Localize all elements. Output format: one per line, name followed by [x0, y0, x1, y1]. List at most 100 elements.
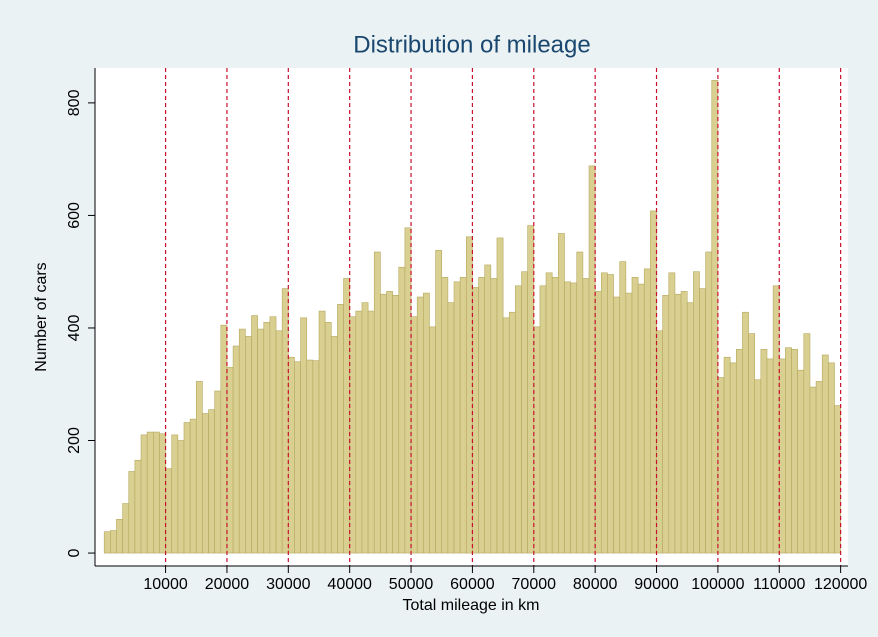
bar — [459, 277, 467, 554]
bar — [288, 356, 295, 554]
x-tick-label: 30000 — [266, 576, 311, 593]
bar — [515, 285, 522, 554]
bar — [128, 471, 136, 554]
bar — [257, 328, 265, 554]
bar — [269, 316, 277, 554]
bar — [453, 281, 461, 554]
bar — [576, 251, 584, 554]
bar — [674, 293, 682, 554]
bar — [545, 272, 553, 554]
bar — [760, 349, 768, 554]
x-tick-label: 40000 — [327, 576, 372, 593]
bar — [103, 531, 111, 554]
y-tick-label: 0 — [66, 549, 83, 558]
bar — [607, 274, 614, 554]
bar — [815, 381, 823, 554]
bar — [478, 277, 485, 554]
bar — [245, 336, 252, 554]
bar — [306, 359, 314, 554]
bar — [465, 236, 473, 554]
bar — [619, 261, 627, 554]
bar — [343, 278, 350, 554]
bar — [527, 225, 535, 554]
bar — [324, 322, 332, 554]
bar — [729, 362, 737, 554]
bar — [828, 362, 835, 554]
bar — [643, 268, 651, 554]
bar — [588, 165, 596, 554]
bar — [564, 281, 571, 554]
bar — [778, 358, 786, 554]
bar — [410, 316, 418, 554]
bar — [220, 324, 228, 554]
bar — [435, 250, 443, 554]
bar — [748, 333, 756, 554]
bar — [533, 326, 541, 554]
bar — [723, 356, 731, 554]
bar — [656, 330, 663, 554]
bar — [705, 251, 713, 554]
bar — [613, 296, 621, 554]
bar — [484, 264, 492, 554]
x-tick-label: 100000 — [691, 576, 744, 593]
x-tick-label: 50000 — [389, 576, 434, 593]
bar — [195, 381, 203, 554]
x-tick-label: 70000 — [512, 576, 557, 593]
bar — [791, 349, 798, 554]
bar — [153, 431, 160, 554]
bar — [110, 530, 117, 554]
bar — [631, 277, 639, 554]
bar — [294, 361, 301, 554]
bar — [742, 311, 749, 554]
bar — [686, 302, 694, 554]
bar — [232, 345, 240, 554]
bar — [361, 302, 369, 554]
bar — [214, 390, 222, 554]
bar — [122, 503, 130, 554]
y-tick-label: 600 — [66, 202, 83, 229]
bar — [355, 310, 363, 554]
bar — [349, 316, 357, 554]
bar — [416, 296, 424, 554]
bar — [116, 518, 123, 554]
y-tick-label: 800 — [66, 89, 83, 116]
bar — [140, 434, 148, 554]
x-tick-label: 120000 — [814, 576, 867, 593]
bar — [423, 292, 430, 554]
bar — [693, 271, 700, 554]
bar — [189, 418, 197, 554]
bar — [159, 433, 166, 554]
bar — [570, 282, 578, 554]
y-tick-label: 400 — [66, 315, 83, 342]
bar — [202, 413, 209, 554]
bar — [472, 287, 479, 554]
bar — [680, 291, 688, 554]
bar — [582, 278, 590, 554]
bar — [208, 409, 215, 554]
bar — [490, 278, 498, 554]
bar — [594, 291, 602, 554]
bar — [177, 440, 185, 554]
bar — [662, 295, 670, 554]
bar — [754, 379, 762, 554]
bar — [318, 310, 326, 554]
x-tick-label: 20000 — [205, 576, 250, 593]
bar — [300, 317, 308, 554]
x-tick-label: 110000 — [753, 576, 805, 593]
y-tick-label: 200 — [66, 427, 83, 454]
y-axis-label: Number of cars — [33, 262, 50, 371]
bar — [772, 285, 780, 554]
bar — [508, 311, 516, 554]
x-tick-label: 90000 — [634, 576, 679, 593]
bar — [134, 459, 142, 554]
bar — [834, 405, 841, 554]
bar — [558, 233, 565, 554]
bar — [337, 304, 344, 554]
bar — [521, 271, 528, 554]
bar — [625, 292, 633, 554]
bar — [263, 322, 271, 554]
x-tick-label: 10000 — [143, 576, 188, 593]
bar — [281, 288, 289, 554]
bar — [736, 349, 743, 554]
bar — [539, 285, 547, 554]
